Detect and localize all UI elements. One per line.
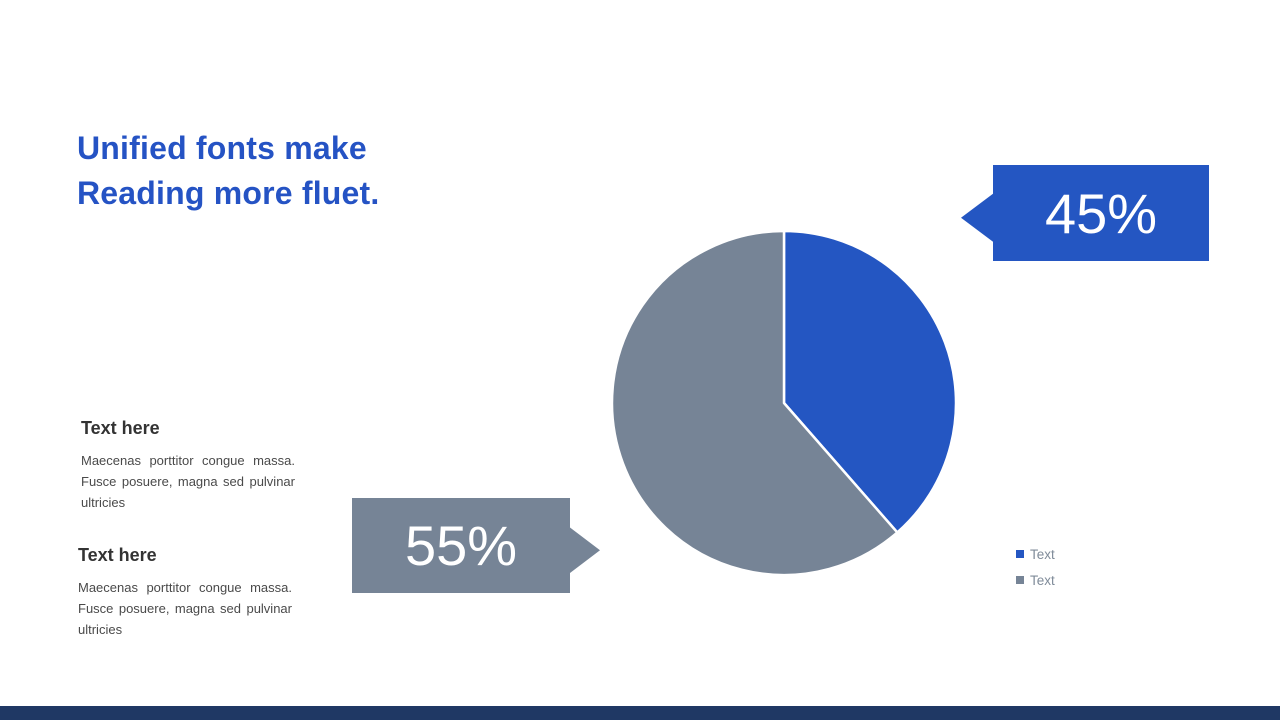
callout-45: 45% bbox=[961, 165, 1209, 261]
slide-title-line-1: Unified fonts make bbox=[77, 130, 367, 166]
legend-item-1-label: Text bbox=[1030, 546, 1055, 562]
callout-55-label: 55% bbox=[404, 514, 518, 577]
callout-45-label: 45% bbox=[1044, 181, 1158, 245]
slide-title-line-2: Reading more fluet. bbox=[77, 175, 380, 211]
pie-slice-1 bbox=[782, 229, 958, 534]
pie-chart bbox=[609, 228, 959, 578]
text-block-1-heading: Text here bbox=[81, 418, 160, 438]
text-block-2-heading: Text here bbox=[78, 545, 157, 565]
text-block-2: Text here Maecenas porttitor congue mass… bbox=[78, 545, 292, 640]
text-block-1: Text here Maecenas porttitor congue mass… bbox=[81, 418, 295, 513]
footer-accent-bar bbox=[0, 706, 1280, 720]
pie-slice-2 bbox=[610, 229, 899, 577]
slide-title: Unified fonts make Reading more fluet. bbox=[77, 126, 380, 216]
legend-marker-blue-icon bbox=[1016, 550, 1024, 558]
legend: Text Text bbox=[1016, 543, 1055, 595]
legend-item-1: Text bbox=[1016, 543, 1055, 565]
text-block-1-body: Maecenas porttitor congue massa. Fusce p… bbox=[81, 453, 295, 510]
text-block-2-body: Maecenas porttitor congue massa. Fusce p… bbox=[78, 580, 292, 637]
legend-item-2: Text bbox=[1016, 569, 1055, 591]
callout-55: 55% bbox=[352, 498, 600, 593]
legend-item-2-label: Text bbox=[1030, 572, 1055, 588]
legend-marker-gray-icon bbox=[1016, 576, 1024, 584]
pie-chart-svg bbox=[610, 229, 958, 577]
